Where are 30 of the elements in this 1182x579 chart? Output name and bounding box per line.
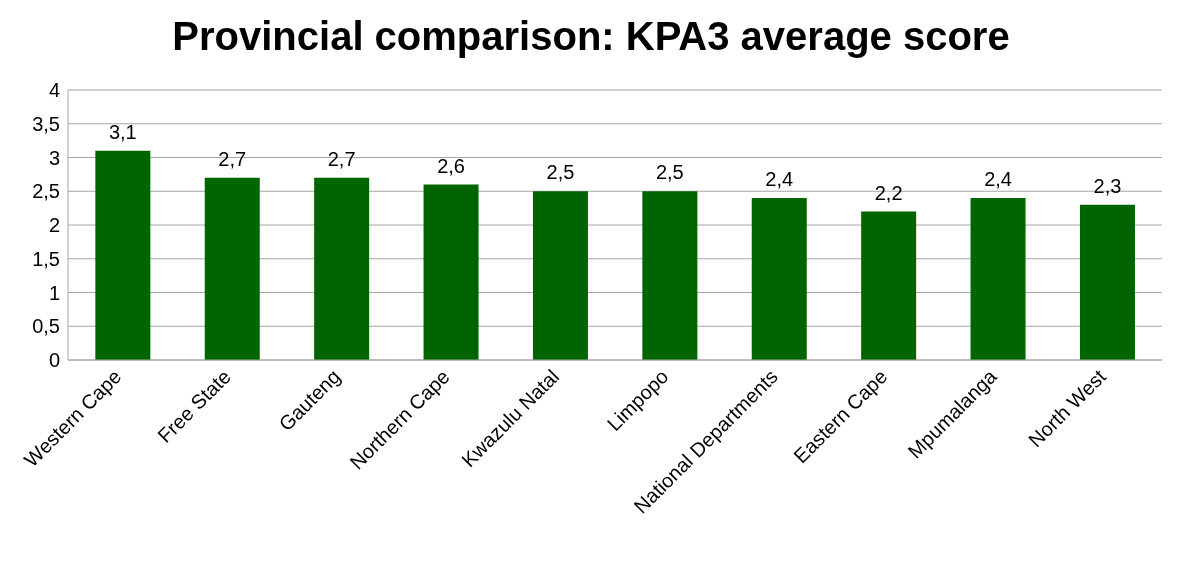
data-label: 2,5 (655, 161, 684, 184)
data-label: 2,7 (218, 147, 247, 170)
data-label: 2,4 (765, 168, 794, 190)
data-label: 2,4 (984, 168, 1012, 190)
y-tick-label: 3,5 (32, 112, 60, 135)
y-tick-label: 1 (48, 281, 60, 304)
y-tick-label: 2,5 (32, 180, 60, 203)
y-tick-label: 4 (48, 79, 60, 102)
bar (314, 177, 370, 360)
bar (1079, 204, 1135, 360)
bar (751, 198, 807, 360)
bar (861, 211, 917, 360)
data-label: 2,5 (546, 161, 575, 184)
bar (642, 191, 698, 360)
bar (204, 177, 260, 360)
data-label: 3,1 (108, 120, 137, 143)
bar (970, 198, 1026, 360)
data-label: 2,7 (327, 147, 356, 170)
y-tick-label: 2 (48, 214, 60, 237)
y-tick-label: 3 (48, 146, 60, 169)
y-tick-label: 0 (48, 349, 60, 372)
bar (95, 150, 151, 360)
y-tick-label: 0,5 (32, 315, 60, 338)
y-tick-label: 1,5 (32, 247, 60, 270)
data-label: 2,2 (874, 181, 903, 204)
data-label: 2,3 (1093, 174, 1122, 197)
data-label: 2,6 (437, 154, 465, 177)
bar (423, 184, 479, 360)
bar (532, 191, 588, 360)
chart-title: Provincial comparison: KPA3 average score (171, 13, 1011, 60)
